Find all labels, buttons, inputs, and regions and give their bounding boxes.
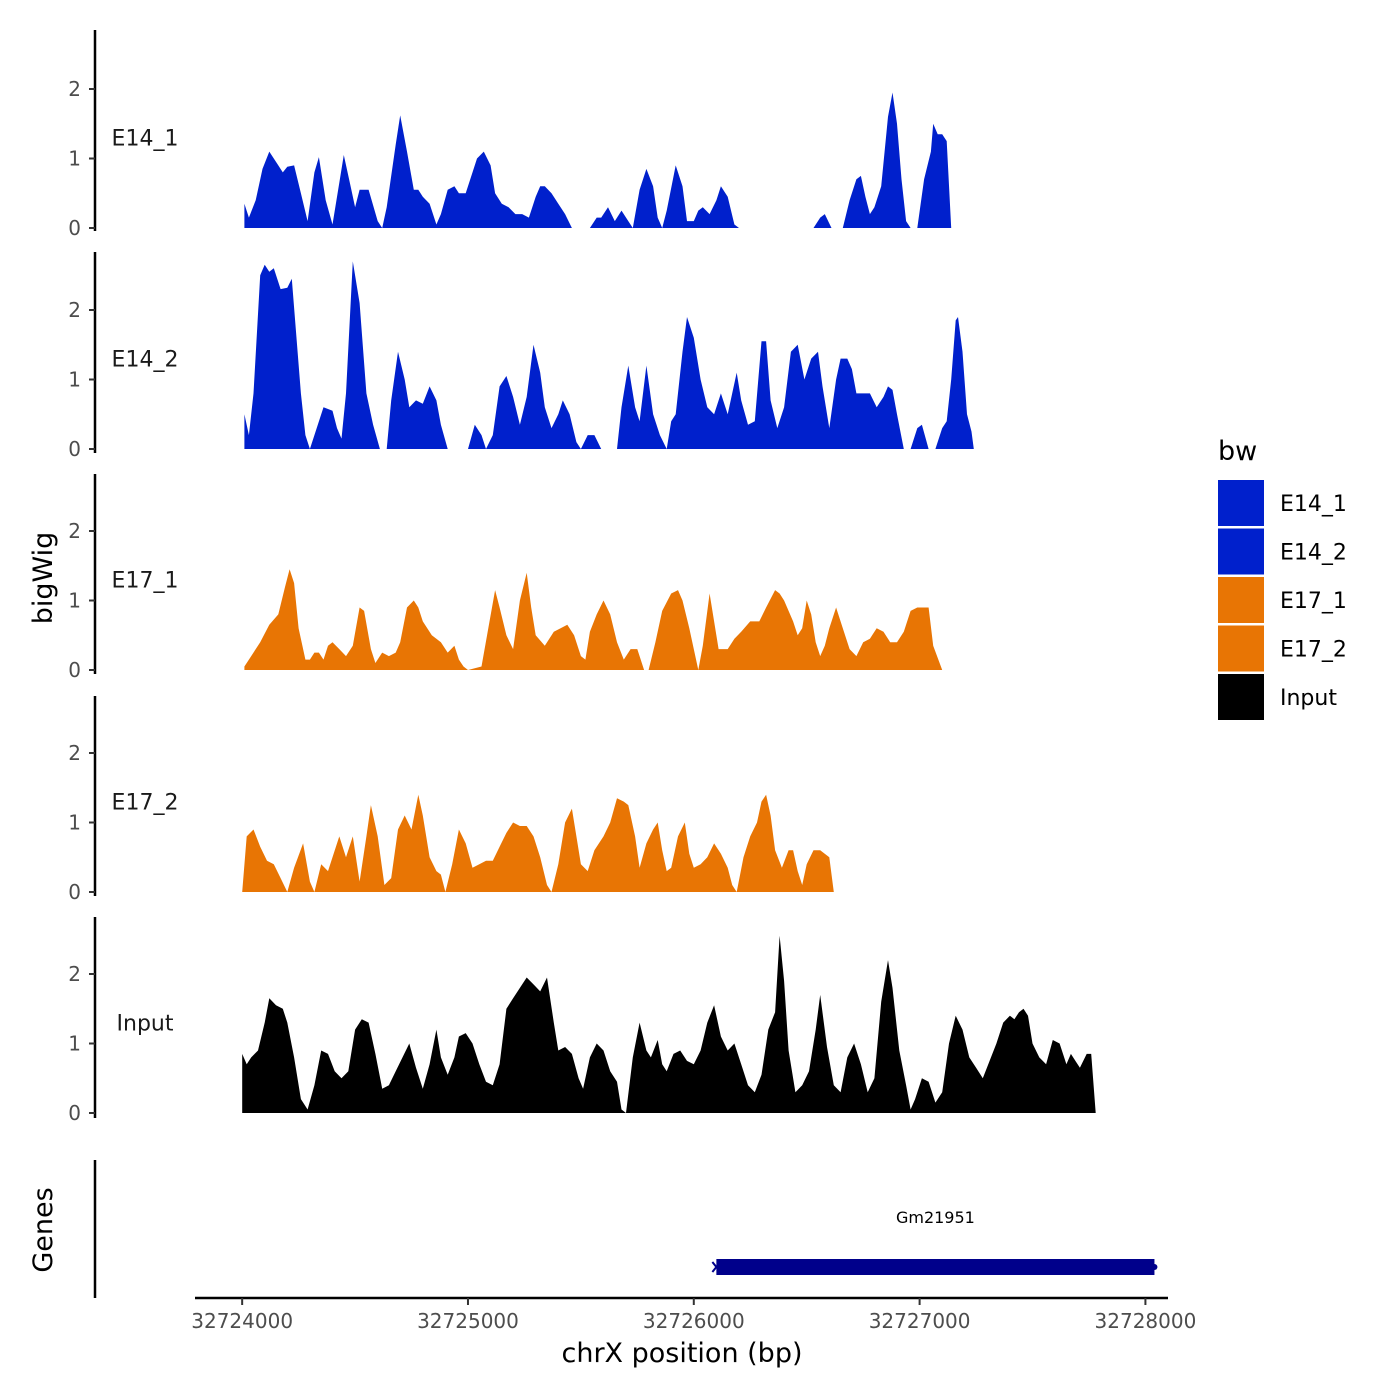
area-E14_2 <box>244 261 974 449</box>
area-E17_1 <box>244 569 943 670</box>
y-tick-label: 1 <box>68 811 81 835</box>
legend-label: Input <box>1280 686 1337 711</box>
area-Input <box>242 935 1096 1113</box>
y-tick-label: 2 <box>68 519 81 543</box>
track-label: Input <box>117 1012 174 1037</box>
genes-track: Gm21951 <box>93 1160 1158 1298</box>
legend-title: bw <box>1218 436 1257 467</box>
y-tick-label: 0 <box>68 658 81 682</box>
genes-track-title: Genes <box>28 1187 59 1272</box>
track-E14_2: 0 1 2 E14_2 <box>68 252 974 461</box>
gene-strand-mark <box>711 1261 722 1273</box>
track-label: E14_2 <box>112 348 179 373</box>
x-axis-title: chrX position (bp) <box>561 1338 802 1369</box>
gene-end-mark <box>1151 1264 1158 1270</box>
track-E17_2: 0 1 2 E17_2 <box>68 696 839 904</box>
legend-label: E14_1 <box>1280 492 1347 517</box>
track-label: E17_1 <box>112 569 179 594</box>
area-E14_1 <box>244 92 954 228</box>
gene-name-label: Gm21951 <box>896 1208 975 1227</box>
y-tick-label: 1 <box>68 1032 81 1056</box>
legend-swatch <box>1218 625 1264 672</box>
x-tick-label: 32728000 <box>1095 1309 1197 1333</box>
y-tick-label: 0 <box>68 880 81 904</box>
area-E17_2 <box>242 794 839 892</box>
legend-label: E17_1 <box>1280 589 1347 614</box>
y-tick-label: 2 <box>68 77 81 101</box>
legend-swatch <box>1218 674 1264 720</box>
track-Input: 0 1 2 Input <box>68 917 1096 1125</box>
legend: bw E14_1 E14_2 E17_1 E17_2 Input <box>1218 436 1347 720</box>
y-tick-label: 1 <box>68 368 81 392</box>
y-tick-label: 1 <box>68 589 81 613</box>
legend-swatch <box>1218 480 1264 526</box>
legend-swatch <box>1218 528 1264 575</box>
gene-body <box>716 1259 1155 1275</box>
y-tick-label: 2 <box>68 741 81 765</box>
x-axis: 32724000 32725000 32726000 32727000 32728000 <box>191 1296 1197 1333</box>
legend-swatch <box>1218 577 1264 623</box>
y-axis-title: bigWig <box>28 532 59 625</box>
x-tick-label: 32727000 <box>869 1309 971 1333</box>
y-tick-label: 1 <box>68 147 81 171</box>
x-tick-label: 32726000 <box>643 1309 745 1333</box>
legend-label: E14_2 <box>1280 541 1347 566</box>
tracks-layer: 0 1 2 E14_1 0 1 2 E14_2 0 1 2 E17_1 0 1 2 E17_2 0 1 2 Input… <box>68 30 1158 1298</box>
x-tick-label: 32724000 <box>191 1309 293 1333</box>
y-tick-label: 0 <box>68 216 81 240</box>
y-tick-label: 0 <box>68 437 81 461</box>
y-tick-label: 2 <box>68 298 81 322</box>
track-E14_1: 0 1 2 E14_1 <box>68 30 954 240</box>
legend-label: E17_2 <box>1280 638 1347 663</box>
x-tick-label: 32725000 <box>417 1309 519 1333</box>
y-tick-label: 2 <box>68 962 81 986</box>
track-label: E14_1 <box>112 127 179 152</box>
track-label: E17_2 <box>112 791 179 816</box>
y-tick-label: 0 <box>68 1101 81 1125</box>
track-E17_1: 0 1 2 E17_1 <box>68 474 943 682</box>
